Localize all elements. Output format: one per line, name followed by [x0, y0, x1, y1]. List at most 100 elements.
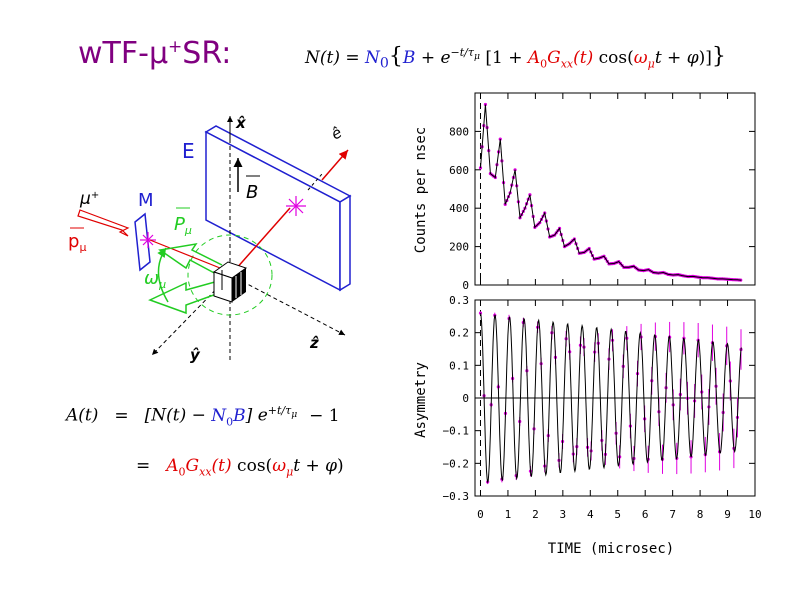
- eq-cos: cos(: [593, 48, 634, 68]
- e-hat-arrow: [321, 149, 349, 181]
- ytick-label: −0.2: [443, 457, 470, 470]
- ytick-label: 0.2: [449, 327, 469, 340]
- a2-omega: ωμ: [272, 456, 294, 479]
- p-momentum-symbol: p: [68, 231, 79, 252]
- precession-circle: [187, 234, 273, 316]
- p-mu-sub: μ: [184, 224, 192, 237]
- positron-burst-icon: [286, 196, 306, 216]
- spin-arrows: [148, 242, 223, 315]
- eq-a0g: A0Gxx(t): [527, 48, 594, 71]
- ytick-label: 400: [449, 202, 469, 215]
- a1-exp: +t/τμ: [267, 404, 298, 421]
- xtick-label: 4: [587, 508, 594, 521]
- title-main: wTF-μ: [78, 36, 169, 71]
- a2-equals: =: [136, 456, 151, 476]
- eq-n0-symbol: N: [365, 48, 380, 68]
- z-axis-label: ẑ: [309, 334, 319, 352]
- muon-beam-arrow: [77, 209, 130, 237]
- a2-a0g: A0Gxx(t): [166, 456, 232, 479]
- eq-g-arg: (t): [573, 48, 594, 68]
- eq-g-symbol: G: [547, 48, 561, 68]
- a2-g-sub: xx: [199, 465, 212, 479]
- a1-lhs: A(t): [66, 405, 99, 426]
- a1-exp-sub: μ: [291, 409, 298, 421]
- p-momentum-sub: μ: [79, 241, 86, 254]
- a1-open: [N(t) −: [144, 405, 212, 426]
- eq-a0-symbol: A: [527, 48, 541, 68]
- counts-plot: Counts per nsec 0 200 400 600 800: [413, 92, 756, 292]
- x-axis-label: x̂: [235, 114, 247, 132]
- counts-ylabel: Counts per nsec: [413, 127, 429, 253]
- eq-n0: N0: [365, 48, 389, 72]
- eq-n0-sub: 0: [379, 55, 389, 72]
- a2-g-symbol: G: [185, 456, 200, 476]
- time-xlabel: TIME (microsec): [548, 541, 674, 557]
- eq-brace-open: {: [388, 44, 403, 69]
- a2-g-arg: (t): [211, 456, 232, 476]
- ytick-label: 0: [462, 279, 469, 292]
- asym-point: [478, 311, 483, 315]
- asymmetry-ylabel: Asymmetry: [413, 362, 429, 438]
- ytick-label: 200: [449, 241, 469, 254]
- a1-n0-symbol: N: [211, 405, 227, 426]
- asymmetry-equation-2: = A0Gxx(t) cos(ωμt + φ): [66, 456, 344, 478]
- a1-exp-text: +t/τ: [267, 404, 292, 417]
- eq-brace-close: }: [711, 44, 726, 69]
- a1-close: ] e: [245, 405, 268, 426]
- xtick-label: 3: [560, 508, 567, 521]
- a1-n0b: N0B: [211, 405, 246, 429]
- a2-a0-sub: 0: [178, 465, 186, 479]
- a1-b: B: [233, 405, 246, 426]
- eq-exp-sub: μ: [473, 51, 480, 63]
- eq-omega-sub: μ: [647, 57, 655, 71]
- a2-cos-tail: t + φ: [293, 456, 338, 476]
- p-mu-symbol: P: [174, 214, 185, 235]
- eq-exp-text: −t/τ: [450, 46, 474, 60]
- muon-burst-icon: [140, 232, 156, 248]
- xtick-label: 8: [697, 508, 704, 521]
- a2-close: ): [337, 456, 344, 476]
- xtick-label: 5: [614, 508, 621, 521]
- count-fit-line: [480, 104, 742, 281]
- counts-plot-frame: [474, 92, 756, 286]
- xtick-label: 9: [724, 508, 731, 521]
- xtick-label: 2: [532, 508, 539, 521]
- asymmetry-equation-1: A(t) = [N(t) − N0B] e+t/τμ − 1: [66, 404, 340, 428]
- a2-omega-symbol: ω: [272, 456, 287, 476]
- ytick-label: 0: [462, 392, 469, 405]
- ytick-label: 600: [449, 164, 469, 177]
- detector-e-label: E: [182, 139, 195, 163]
- z-axis-line: [229, 274, 346, 336]
- xtick-label: 7: [669, 508, 676, 521]
- eq-omega: ωμ: [633, 48, 655, 71]
- eq-g-sub: xx: [560, 57, 574, 71]
- a1-n0-sub: 0: [226, 415, 234, 429]
- a2-omega-sub: μ: [286, 465, 294, 479]
- eq-exp-base: + e: [415, 48, 451, 68]
- ytick-label: −0.1: [443, 425, 470, 438]
- slide-title: wTF-μ+SR:: [78, 36, 231, 71]
- eq-omega-symbol: ω: [633, 48, 648, 68]
- ytick-label: −0.3: [443, 490, 470, 503]
- muon-symbol: μ: [79, 189, 91, 209]
- muon-beam-line: [149, 239, 221, 269]
- asymmetry-plot: Asymmetry TIME (microsec) −0.3 −0.2 −0.1 0 0…: [413, 294, 762, 557]
- b-field-label: B: [246, 182, 258, 203]
- omega-arc: [157, 247, 169, 303]
- omega-sub: μ: [158, 278, 166, 291]
- ytick-label: 800: [449, 125, 469, 138]
- eq-bracket: [1 +: [479, 48, 528, 68]
- a2-a0-symbol: A: [166, 456, 179, 476]
- omega-symbol: ω: [144, 268, 159, 289]
- positron-track: [234, 207, 291, 271]
- xtick-label: 0: [477, 508, 484, 521]
- eq-cos-tail: t + φ: [654, 48, 699, 68]
- title-tail: SR:: [182, 36, 232, 71]
- asym-fit-line: [480, 312, 742, 484]
- xtick-label: 6: [642, 508, 649, 521]
- detector-m: [134, 212, 151, 272]
- eq-exp: −t/τμ: [450, 46, 480, 62]
- ytick-label: 0.1: [449, 359, 469, 372]
- a1-equals: =: [114, 405, 129, 426]
